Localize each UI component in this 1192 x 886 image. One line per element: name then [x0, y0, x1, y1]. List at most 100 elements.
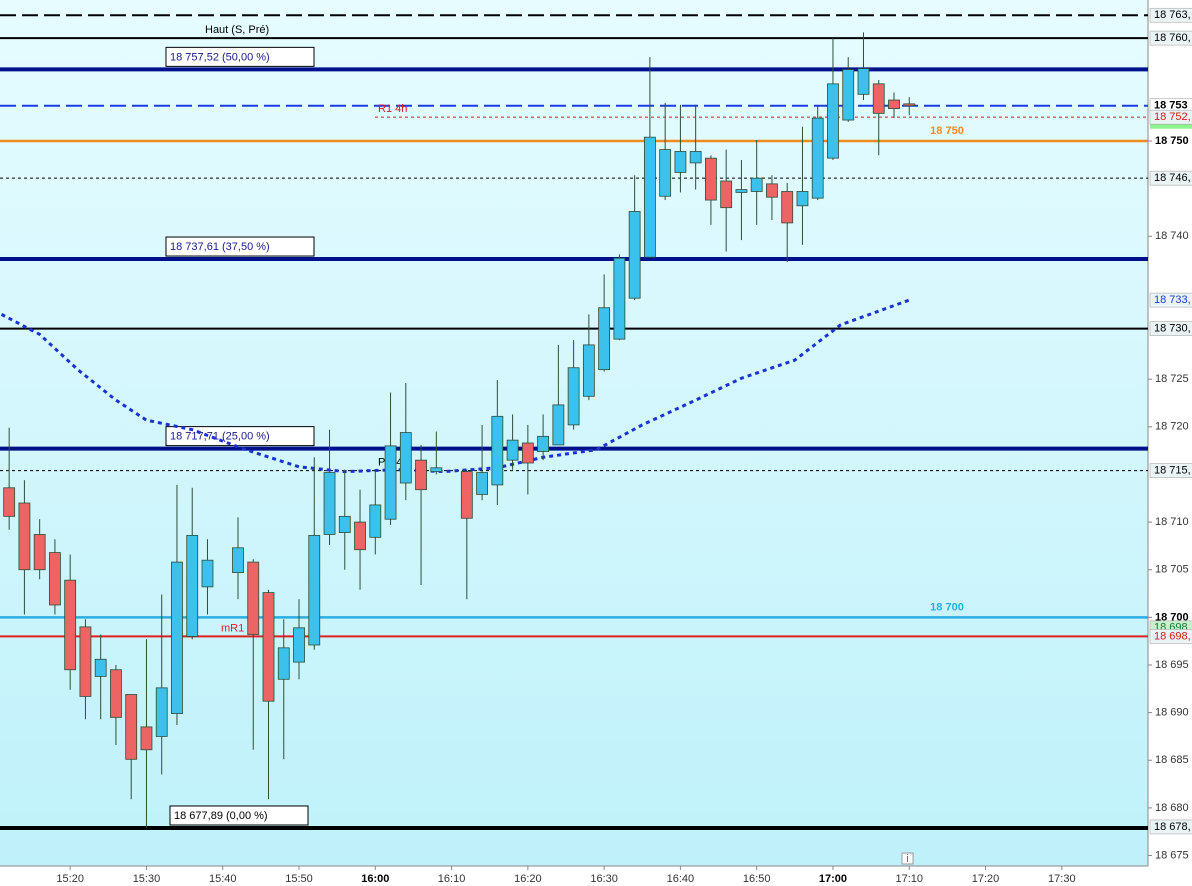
candle-body: [598, 307, 611, 371]
candle-body: [674, 151, 687, 173]
x-tick-label: 17:00: [819, 873, 847, 885]
candle-body: [186, 535, 199, 637]
axis-marker-box: [1149, 7, 1192, 23]
candle-body: [796, 191, 809, 207]
candle-body: [399, 432, 412, 484]
axis-marker-label: 18 730,: [1154, 323, 1191, 335]
fib-label-box: [165, 426, 315, 447]
candle-body: [643, 136, 656, 258]
x-tick-label: 16:40: [667, 873, 695, 885]
fib-label-box: [169, 805, 309, 826]
x-tick-label: 16:50: [743, 873, 771, 885]
y-tick-label: 18 680: [1155, 802, 1189, 814]
candle-body: [247, 561, 260, 635]
candle-body: [491, 415, 504, 486]
axis-marker-box: [1149, 109, 1192, 125]
axis-marker-box: [1149, 170, 1192, 186]
candle-body: [811, 117, 824, 199]
candle-body: [689, 151, 702, 164]
y-tick-label: 18 725: [1155, 373, 1189, 385]
y-tick-label: 18 740: [1155, 230, 1189, 242]
level-name: Haut (S, Pré): [205, 24, 269, 36]
x-tick-label: 16:20: [514, 873, 542, 885]
candle-body: [293, 627, 305, 663]
candle-body: [720, 180, 733, 209]
x-tick-label: 15:40: [209, 873, 237, 885]
candle-body: [750, 177, 763, 192]
candle-body: [567, 367, 580, 426]
y-tick-label: 18 705: [1155, 564, 1189, 576]
level-name: mR1 S: [221, 622, 255, 634]
axis-marker-label: 18 678,: [1154, 821, 1191, 833]
candle-body: [110, 669, 122, 718]
y-tick-label: 18 675: [1155, 849, 1189, 861]
candle-body: [766, 183, 778, 198]
candle-body: [506, 439, 519, 461]
y-tick-label: 18 720: [1155, 421, 1189, 433]
candle-body: [338, 515, 351, 533]
axis-marker-box: [1149, 819, 1192, 835]
x-tick-label: 17:10: [895, 873, 923, 885]
candle-body: [476, 472, 488, 495]
axis-marker-box: [1149, 321, 1192, 336]
candle-body: [842, 69, 855, 121]
y-tick-label: 18 690: [1155, 707, 1189, 719]
candle-body: [3, 487, 16, 517]
candle-body: [903, 103, 916, 107]
y-tick-label: 18 700: [1155, 611, 1189, 623]
info-icon[interactable]: [901, 852, 914, 865]
x-tick-label: 16:10: [438, 873, 466, 885]
axis-marker-label: 18 698,: [1154, 630, 1191, 642]
candle-body: [628, 211, 641, 299]
candle-body: [201, 559, 214, 588]
fib-label: 18 677,89 (0,00 %): [174, 810, 268, 822]
candle-body: [537, 435, 550, 452]
info-icon-glyph: i: [906, 853, 908, 865]
candle-body: [64, 579, 77, 671]
axis-marker-label: 18 715,: [1154, 465, 1191, 477]
candle-body: [888, 99, 900, 110]
candle-body: [94, 658, 107, 677]
candle-body: [140, 726, 153, 751]
axis-marker-label: 18 753: [1154, 100, 1188, 112]
x-tick-label: 16:30: [590, 873, 618, 885]
fib-label: 18 737,61 (37,50 %): [170, 241, 270, 253]
candle-body: [232, 547, 244, 573]
candle-body: [79, 626, 92, 697]
x-tick-label: 15:20: [56, 873, 84, 885]
candle-body: [262, 592, 275, 702]
axis-marker-label: 18 752,: [1154, 111, 1191, 123]
candle-body: [827, 83, 839, 159]
axis-marker-label: 18 760,: [1154, 32, 1191, 44]
candle-body: [521, 442, 534, 464]
candle-body: [384, 445, 397, 520]
level-label: 18 750: [930, 125, 964, 137]
candle-body: [277, 647, 290, 680]
candle-body: [613, 257, 626, 340]
x-tick-label: 17:30: [1048, 873, 1076, 885]
fib-label-box: [165, 46, 315, 67]
candle-body: [460, 471, 473, 519]
y-axis-background: [1148, 0, 1192, 886]
y-tick-label: 18 695: [1155, 659, 1189, 671]
y-tick-label: 18 750: [1155, 135, 1189, 147]
candle-body: [705, 157, 717, 201]
x-axis-background: [0, 866, 1148, 886]
candle-body: [369, 504, 382, 538]
level-name: R1 4h: [378, 103, 407, 115]
candle-body: [18, 502, 31, 571]
axis-marker-box: [1149, 292, 1192, 308]
axis-marker-label: 18 763,: [1154, 9, 1191, 21]
y-tick-label: 18 685: [1155, 754, 1189, 766]
fib-label-box: [165, 236, 315, 257]
candle-body: [552, 404, 565, 446]
fib-label: 18 757,52 (50,00 %): [170, 51, 270, 63]
candle-body: [125, 694, 138, 760]
candle-body: [857, 68, 870, 95]
axis-marker-box: [1149, 463, 1192, 478]
candle-body: [354, 521, 366, 551]
x-tick-label: 17:20: [972, 873, 1000, 885]
axis-marker-box: [1149, 629, 1192, 644]
candle-body: [659, 149, 672, 197]
